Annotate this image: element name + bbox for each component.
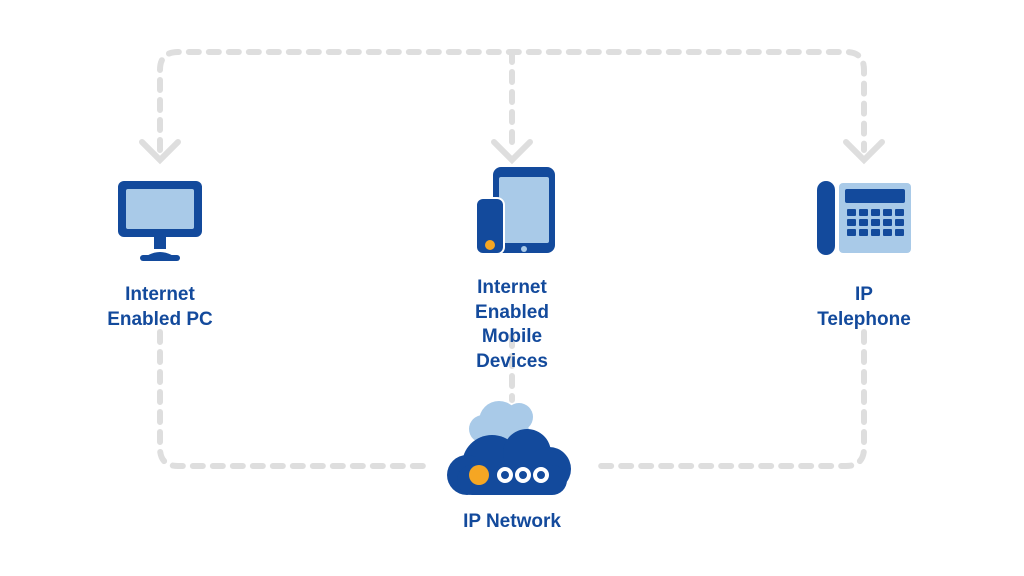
- mobile-icon: [452, 158, 572, 268]
- node-mobile: Internet Enabled Mobile Devices: [452, 158, 572, 375]
- node-pc: Internet Enabled PC: [100, 165, 220, 332]
- node-phone: IP Telephone: [804, 165, 924, 332]
- node-network-label: IP Network: [463, 510, 561, 535]
- cloud-icon: [432, 390, 592, 510]
- monitor-icon: [100, 165, 220, 275]
- node-network: IP Network: [432, 390, 592, 535]
- node-pc-label: Internet Enabled PC: [107, 283, 213, 332]
- phone-icon: [804, 165, 924, 275]
- node-phone-label: IP Telephone: [817, 283, 911, 332]
- node-mobile-label: Internet Enabled Mobile Devices: [452, 276, 572, 375]
